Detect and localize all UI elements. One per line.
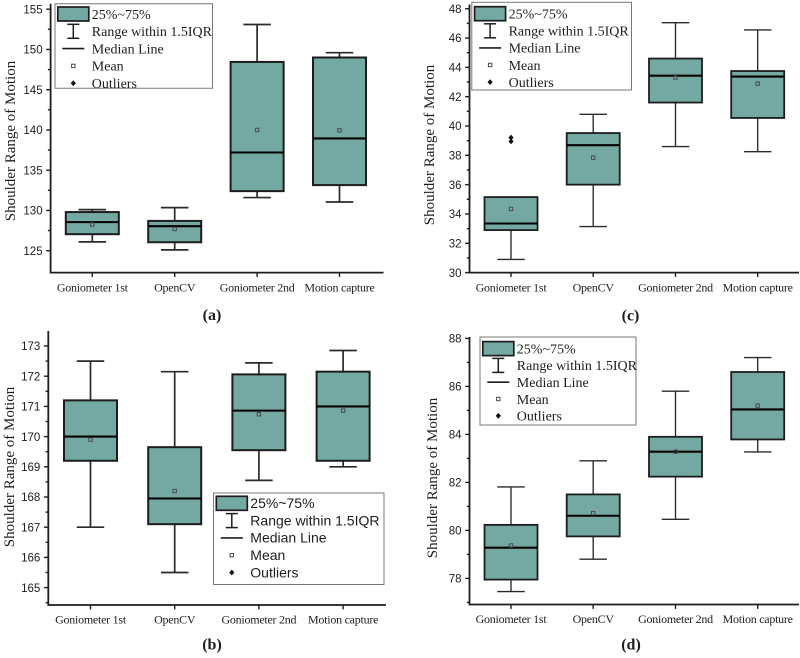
- svg-text:Median Line: Median Line: [517, 376, 589, 391]
- svg-text:Median Line: Median Line: [509, 42, 581, 57]
- svg-text:Motion capture: Motion capture: [723, 612, 793, 626]
- svg-text:84: 84: [449, 430, 462, 442]
- svg-text:Motion capture: Motion capture: [723, 280, 793, 294]
- svg-text:88: 88: [449, 334, 462, 346]
- svg-text:Outliers: Outliers: [517, 410, 562, 425]
- svg-text:Shoulder Range of Motion: Shoulder Range of Motion: [425, 397, 441, 558]
- svg-text:155: 155: [23, 4, 42, 16]
- svg-text:48: 48: [449, 4, 462, 16]
- svg-text:125: 125: [23, 246, 42, 258]
- svg-text:Motion capture: Motion capture: [304, 280, 374, 294]
- svg-text:Goniometer 1st: Goniometer 1st: [55, 613, 127, 627]
- svg-text:Median Line: Median Line: [92, 42, 164, 57]
- svg-text:135: 135: [23, 165, 42, 177]
- svg-text:Shoulder Range of Motion: Shoulder Range of Motion: [422, 64, 438, 225]
- svg-text:167: 167: [21, 522, 40, 534]
- svg-text:25%~75%: 25%~75%: [250, 495, 314, 511]
- svg-text:(d): (d): [621, 637, 641, 654]
- svg-text:(b): (b): [202, 637, 222, 654]
- svg-text:80: 80: [449, 526, 462, 538]
- svg-text:140: 140: [23, 125, 42, 137]
- svg-text:170: 170: [21, 432, 40, 444]
- svg-text:(a): (a): [203, 307, 222, 324]
- svg-text:46: 46: [449, 33, 462, 45]
- svg-text:44: 44: [449, 63, 462, 75]
- svg-text:172: 172: [21, 371, 40, 383]
- svg-text:34: 34: [449, 209, 462, 221]
- svg-text:168: 168: [21, 492, 40, 504]
- svg-text:32: 32: [449, 238, 462, 250]
- svg-text:Outliers: Outliers: [92, 77, 137, 92]
- svg-text:Range within 1.5IQR: Range within 1.5IQR: [517, 359, 638, 374]
- svg-text:82: 82: [449, 478, 462, 490]
- svg-text:Goniometer 2nd: Goniometer 2nd: [220, 280, 295, 294]
- svg-text:36: 36: [449, 180, 462, 192]
- svg-text:OpenCV: OpenCV: [154, 280, 196, 294]
- svg-text:Mean: Mean: [517, 393, 549, 408]
- svg-text:Goniometer 2nd: Goniometer 2nd: [638, 280, 713, 294]
- svg-text:30: 30: [449, 268, 462, 280]
- svg-text:Goniometer 1st: Goniometer 1st: [476, 612, 548, 626]
- svg-text:25%~75%: 25%~75%: [517, 342, 576, 357]
- svg-text:25%~75%: 25%~75%: [509, 8, 568, 23]
- svg-text:166: 166: [21, 553, 40, 565]
- svg-text:Shoulder Range of Motion: Shoulder Range of Motion: [2, 386, 18, 547]
- svg-text:OpenCV: OpenCV: [573, 612, 615, 626]
- svg-text:25%~75%: 25%~75%: [92, 8, 151, 23]
- svg-text:38: 38: [449, 151, 462, 163]
- svg-text:171: 171: [21, 402, 40, 414]
- svg-text:169: 169: [21, 462, 40, 474]
- svg-text:Goniometer 1st: Goniometer 1st: [476, 280, 548, 294]
- svg-text:40: 40: [449, 121, 462, 133]
- svg-text:42: 42: [449, 92, 462, 104]
- svg-text:Goniometer 1st: Goniometer 1st: [57, 280, 129, 294]
- svg-text:173: 173: [21, 341, 40, 353]
- svg-text:Motion capture: Motion capture: [308, 613, 378, 627]
- svg-text:78: 78: [449, 574, 462, 586]
- svg-text:Mean: Mean: [92, 60, 124, 75]
- svg-text:150: 150: [23, 45, 42, 57]
- svg-text:165: 165: [21, 583, 40, 595]
- svg-text:130: 130: [23, 206, 42, 218]
- svg-text:(c): (c): [622, 308, 640, 325]
- svg-text:Mean: Mean: [250, 547, 285, 563]
- svg-text:OpenCV: OpenCV: [573, 280, 615, 294]
- svg-text:Range within 1.5IQR: Range within 1.5IQR: [92, 25, 213, 40]
- svg-text:Goniometer 2nd: Goniometer 2nd: [221, 613, 296, 627]
- svg-text:Mean: Mean: [509, 59, 541, 74]
- svg-text:Median Line: Median Line: [250, 530, 326, 546]
- svg-text:Goniometer 2nd: Goniometer 2nd: [638, 612, 713, 626]
- svg-text:Shoulder Range of Motion: Shoulder Range of Motion: [3, 60, 19, 221]
- svg-text:Outliers: Outliers: [509, 76, 554, 91]
- svg-text:OpenCV: OpenCV: [154, 613, 196, 627]
- svg-text:86: 86: [449, 382, 462, 394]
- svg-text:Outliers: Outliers: [250, 564, 298, 580]
- svg-text:Range within 1.5IQR: Range within 1.5IQR: [509, 25, 630, 40]
- svg-text:145: 145: [23, 85, 42, 97]
- svg-text:Range within 1.5IQR: Range within 1.5IQR: [250, 512, 379, 528]
